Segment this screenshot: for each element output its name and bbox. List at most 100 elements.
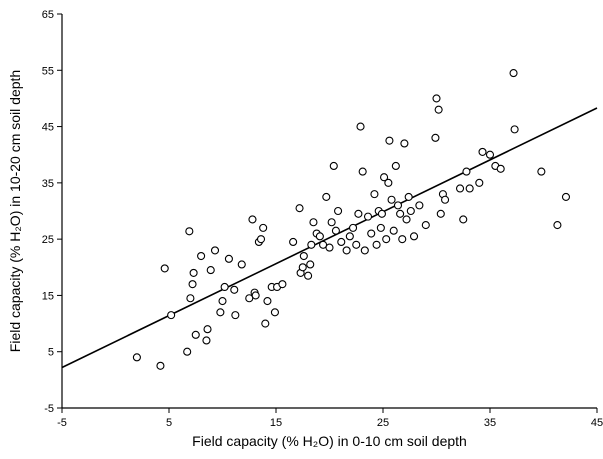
data-point <box>295 204 304 213</box>
data-point <box>561 192 571 201</box>
data-point <box>331 226 340 235</box>
data-point <box>393 201 403 210</box>
data-point <box>455 184 465 193</box>
data-point <box>441 195 450 204</box>
data-point <box>384 178 393 187</box>
data-point <box>436 209 445 218</box>
y-tick-label: 35 <box>42 178 54 190</box>
data-point <box>327 218 336 227</box>
data-point <box>475 178 484 187</box>
data-point <box>396 209 405 218</box>
data-point <box>465 184 474 193</box>
data-point <box>251 291 260 300</box>
data-point <box>372 240 381 249</box>
data-point <box>202 336 211 345</box>
data-point <box>289 237 298 247</box>
data-point <box>485 150 495 159</box>
data-point <box>432 94 441 103</box>
x-axis-title: Field capacity (% H₂O) in 0-10 cm soil d… <box>192 433 467 449</box>
data-point <box>398 235 407 244</box>
data-point <box>409 232 419 241</box>
data-point <box>387 195 396 204</box>
data-point <box>358 167 367 176</box>
data-point <box>434 105 443 114</box>
x-tick-label: 35 <box>484 417 496 429</box>
data-point <box>216 308 225 317</box>
data-point <box>363 212 373 221</box>
data-point <box>496 164 505 173</box>
data-point <box>167 311 176 320</box>
data-point <box>248 215 257 224</box>
y-tick-label: 55 <box>42 65 54 77</box>
data-point <box>220 282 229 292</box>
data-point <box>307 240 316 249</box>
data-point <box>367 229 376 238</box>
data-points <box>132 69 571 370</box>
data-point <box>319 240 328 249</box>
x-tick-label: 25 <box>377 417 389 429</box>
data-point <box>245 294 254 303</box>
x-tick-label: 15 <box>270 417 282 429</box>
data-point <box>382 235 391 244</box>
data-point <box>370 190 379 199</box>
data-point <box>278 280 287 289</box>
y-axis-title: Field capacity (% H₂O) in 10-20 cm soil … <box>7 70 23 352</box>
data-point <box>237 260 246 269</box>
data-point <box>191 330 200 339</box>
data-point <box>345 232 354 241</box>
data-point <box>306 260 315 269</box>
data-point <box>329 161 338 171</box>
data-point <box>210 246 220 255</box>
data-point <box>189 268 198 277</box>
data-point <box>206 266 215 275</box>
data-point <box>478 147 487 156</box>
data-point <box>188 280 197 289</box>
data-point <box>263 297 272 306</box>
data-point <box>462 167 471 176</box>
y-tick-label: 25 <box>42 234 54 246</box>
y-axis-ticks: -5 5 15 25 35 45 55 65 <box>42 9 62 415</box>
data-point <box>406 206 415 216</box>
data-point <box>354 209 363 218</box>
data-point <box>298 263 307 272</box>
y-tick-label: -5 <box>44 403 54 415</box>
data-point <box>342 246 351 255</box>
data-point <box>186 294 195 303</box>
data-point <box>421 221 430 230</box>
data-point <box>380 173 389 182</box>
data-point <box>218 297 227 306</box>
data-point <box>509 69 518 78</box>
x-axis-ticks: -5 5 15 25 35 45 <box>57 408 603 429</box>
data-point <box>360 246 369 255</box>
data-point <box>348 223 358 232</box>
data-point <box>377 209 386 218</box>
data-point <box>537 167 546 176</box>
data-point <box>160 264 169 273</box>
data-point <box>404 192 413 201</box>
data-point <box>156 361 165 370</box>
data-point <box>391 161 400 171</box>
y-tick-label: 5 <box>48 347 54 359</box>
data-point <box>322 192 331 201</box>
data-point <box>389 226 398 235</box>
data-point <box>230 285 239 294</box>
data-point <box>459 215 468 224</box>
data-point <box>304 271 313 280</box>
data-point <box>183 347 192 356</box>
data-point <box>352 240 361 249</box>
data-point <box>400 139 409 148</box>
data-point <box>197 251 206 261</box>
data-point <box>261 319 270 328</box>
data-point <box>309 218 318 227</box>
data-point <box>299 251 308 261</box>
data-point <box>231 311 240 320</box>
data-point <box>553 221 562 230</box>
y-tick-label: 65 <box>42 9 54 21</box>
data-point <box>256 235 266 244</box>
regression-line <box>61 107 598 369</box>
data-point <box>185 227 194 236</box>
x-tick-label: 5 <box>166 417 172 429</box>
x-tick-label: 45 <box>591 417 603 429</box>
data-point <box>203 325 212 334</box>
